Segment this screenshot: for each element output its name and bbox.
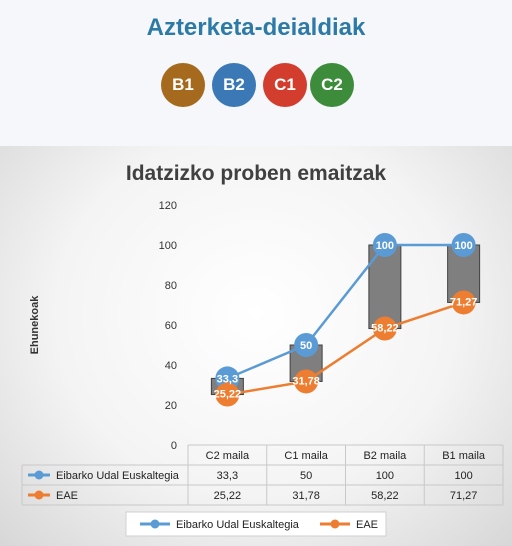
level-b2-label: B2 bbox=[223, 75, 245, 94]
y-tick-label: 20 bbox=[165, 400, 177, 412]
results-chart: Idatzizko proben emaitzak Ehunekoak 0 20 40 6… bbox=[21, 162, 504, 537]
data-label: 100 bbox=[376, 240, 394, 252]
data-label: 50 bbox=[300, 340, 312, 352]
table-cell: 100 bbox=[376, 470, 394, 482]
y-axis-label: Ehunekoak bbox=[29, 295, 41, 355]
series-line bbox=[227, 301, 465, 396]
level-b1-button[interactable]: B1 bbox=[161, 63, 205, 107]
table-series-name: EAE bbox=[56, 490, 78, 502]
level-c2-label: C2 bbox=[321, 75, 343, 94]
data-label: 71,27 bbox=[450, 296, 478, 308]
table-cell: 100 bbox=[454, 470, 472, 482]
page-title: Azterketa-deialdiak bbox=[146, 14, 366, 41]
table-series-name: Eibarko Udal Euskaltegia bbox=[56, 470, 180, 482]
series-marker bbox=[451, 290, 476, 315]
series-marker bbox=[215, 382, 240, 407]
x-category-label: B1 maila bbox=[442, 450, 486, 462]
header-panel: Azterketa-deialdiak B1 B2 C1 C2 bbox=[0, 0, 512, 146]
y-tick-label: 40 bbox=[165, 360, 177, 372]
x-category-label: B2 maila bbox=[363, 450, 407, 462]
data-label: 100 bbox=[454, 240, 472, 252]
series-marker bbox=[451, 233, 476, 257]
table-legend-marker bbox=[34, 470, 44, 480]
y-tick-label: 0 bbox=[171, 440, 177, 452]
legend-marker bbox=[150, 519, 160, 529]
level-b2-button[interactable]: B2 bbox=[212, 63, 256, 107]
level-c1-label: C1 bbox=[274, 75, 296, 94]
y-tick-label: 120 bbox=[159, 200, 177, 212]
data-label: 25,22 bbox=[214, 389, 242, 401]
x-category-label: C1 maila bbox=[284, 450, 328, 462]
series-marker bbox=[372, 316, 397, 341]
chart-panel: Idatzizko proben emaitzak Ehunekoak 0 20 40 6… bbox=[0, 146, 512, 546]
level-b1-label: B1 bbox=[172, 75, 194, 94]
y-tick-label: 100 bbox=[159, 240, 177, 252]
table-cell: 71,27 bbox=[450, 490, 478, 502]
level-c2-button[interactable]: C2 bbox=[310, 63, 354, 107]
table-cell: 31,78 bbox=[292, 490, 320, 502]
table-cell: 33,3 bbox=[217, 470, 238, 482]
legend-marker bbox=[330, 519, 340, 529]
y-tick-label: 80 bbox=[165, 280, 177, 292]
legend-label: EAE bbox=[356, 519, 378, 531]
legend-label: Eibarko Udal Euskaltegia bbox=[176, 519, 300, 531]
series-marker bbox=[294, 333, 319, 357]
series-marker bbox=[294, 369, 319, 394]
level-c1-button[interactable]: C1 bbox=[263, 63, 307, 107]
table-cell: 25,22 bbox=[214, 490, 242, 502]
x-category-label: C2 maila bbox=[206, 450, 250, 462]
series-line bbox=[226, 243, 464, 380]
y-tick-label: 60 bbox=[165, 320, 177, 332]
data-label: 31,78 bbox=[292, 375, 320, 387]
data-label: 33,3 bbox=[217, 373, 238, 385]
table-legend-marker bbox=[34, 490, 44, 500]
series-marker bbox=[372, 233, 397, 257]
chart-title: Idatzizko proben emaitzak bbox=[126, 162, 387, 185]
table-cell: 50 bbox=[300, 470, 312, 482]
table-cell: 58,22 bbox=[371, 490, 399, 502]
data-label: 58,22 bbox=[371, 323, 399, 335]
